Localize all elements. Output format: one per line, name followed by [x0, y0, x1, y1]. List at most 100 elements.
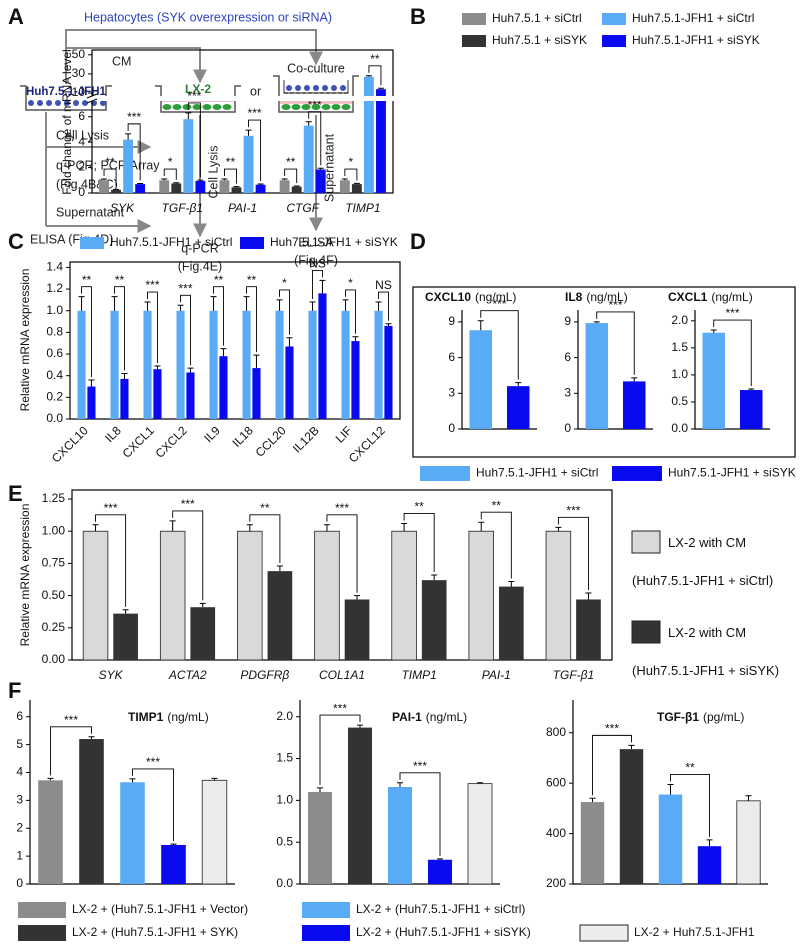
significance-label: *** [492, 297, 506, 311]
error-bar [401, 522, 408, 532]
significance-label: ** [82, 273, 92, 287]
error-bar [170, 843, 177, 845]
panel-label: C [8, 229, 24, 254]
panel-label: E [8, 481, 23, 506]
significance-label: *** [127, 110, 141, 124]
bar [219, 356, 228, 419]
plot-frame [91, 49, 394, 194]
legend-swatch [302, 902, 350, 918]
axis-break [86, 96, 394, 101]
significance-bracket [326, 514, 358, 593]
error-bar [515, 382, 522, 387]
y-tick-label: 1.4 [46, 260, 63, 274]
bar [113, 613, 138, 660]
y-tick-label: 30 [72, 66, 86, 80]
x-tick-label: PAI-1 [482, 668, 511, 682]
significance-bracket [103, 168, 117, 187]
significance-bracket [249, 514, 281, 563]
cell [311, 104, 321, 110]
bar [99, 180, 109, 193]
y-axis-label: Relative mRNA expression [18, 504, 32, 647]
bar [580, 802, 605, 884]
bar [585, 323, 608, 429]
significance-label: * [348, 276, 353, 290]
significance-bracket [223, 168, 237, 184]
panel-frame [412, 286, 796, 458]
error-bar [88, 379, 95, 387]
error-bar [47, 777, 54, 781]
bar [736, 800, 761, 885]
plot-frame [69, 261, 401, 420]
bar [308, 310, 317, 419]
panel-label: F [8, 678, 21, 703]
error-bar [281, 178, 288, 181]
bar [183, 119, 194, 193]
bar [351, 184, 362, 193]
cell [212, 104, 222, 110]
panel-label: D [410, 229, 426, 254]
bar [315, 169, 326, 193]
error-bar [253, 354, 260, 369]
y-tick-label: 0.5 [276, 834, 293, 848]
y-axis-label: Relative mRNA expression [18, 269, 32, 412]
error-bar [220, 348, 227, 357]
significance-label: *** [145, 278, 159, 292]
error-bar [319, 279, 326, 294]
error-bar [122, 609, 129, 614]
error-bar [187, 367, 194, 373]
error-bar [585, 592, 592, 600]
error-bar [628, 744, 635, 750]
cell [222, 104, 232, 110]
error-bar [199, 602, 206, 608]
cell [162, 104, 172, 110]
y-tick-label: 1.00 [42, 523, 66, 537]
legend-label: LX-2 + (Huh7.5.1-JFH1 + SYK) [72, 925, 238, 939]
bar [318, 293, 327, 419]
bar [219, 180, 230, 193]
bar [38, 780, 63, 884]
y-tick-label: 2 [16, 820, 23, 834]
x-tick-label: CXCL1 [120, 423, 157, 460]
subplot-unit: (pg/mL) [703, 710, 744, 724]
connector [65, 29, 323, 84]
y-tick-label: 0 [564, 421, 571, 435]
error-bar [353, 182, 360, 185]
subplot-title: IL8 [565, 290, 583, 304]
significance-bracket [480, 310, 519, 380]
significance-bracket [114, 286, 125, 371]
y-tick-label: 0 [78, 185, 85, 199]
significance-label: ** [370, 52, 380, 66]
x-tick-label: CTGF [286, 201, 319, 215]
legend-label: LX-2 with CM (Huh7.5.1-JFH1 + siSYK) [632, 625, 780, 678]
panel-label: A [8, 4, 24, 29]
bar [171, 183, 182, 193]
bar [252, 368, 261, 419]
error-bar [177, 304, 184, 311]
bar [111, 189, 122, 193]
diagram-label: q-PCR; PCR Array [56, 158, 160, 172]
x-tick-label: CCL20 [253, 423, 290, 460]
bar [82, 530, 109, 661]
legend-label: Huh7.5.1-JFH1 + siSYK [270, 235, 398, 249]
bar [77, 310, 86, 419]
y-tick-label: 200 [546, 876, 566, 890]
bar [351, 341, 360, 419]
bar [740, 390, 763, 429]
significance-bracket [279, 289, 290, 335]
cell [202, 104, 212, 110]
legend-label: LX-2 + (Huh7.5.1-JFH1 + siSYK) [356, 925, 531, 939]
x-tick-label: TGF-β1 [162, 201, 204, 215]
error-bar [125, 133, 132, 140]
connector [66, 47, 207, 84]
significance-label: *** [333, 701, 347, 715]
error-bar [129, 778, 136, 783]
legend-swatch [18, 902, 66, 918]
error-bar [317, 167, 324, 170]
significance-bracket [670, 773, 710, 837]
y-tick-label: 6 [78, 109, 85, 123]
x-tick-label: SYK [99, 668, 124, 682]
bar [658, 794, 683, 884]
bar [87, 386, 96, 419]
error-bar [706, 839, 713, 847]
significance-label: *** [146, 755, 160, 769]
